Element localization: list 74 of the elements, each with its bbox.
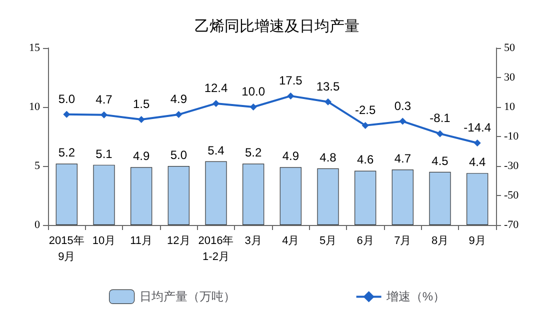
y2-tick-label: 10 — [504, 101, 516, 113]
point — [399, 118, 406, 125]
bar — [466, 173, 488, 225]
point — [212, 100, 220, 107]
data-label: 17.5 — [278, 73, 303, 88]
point — [138, 116, 145, 124]
data-label: 4.7 — [96, 92, 113, 106]
bar — [280, 167, 302, 225]
point — [287, 92, 294, 100]
y2-tick-label: -10 — [504, 130, 520, 142]
x-tick-label: 8月 — [431, 235, 449, 247]
point — [100, 111, 108, 118]
chart-title: 乙烯同比增速及日均产量 — [194, 18, 360, 35]
data-label: -14.4 — [464, 120, 492, 134]
data-label: 4.5 — [432, 154, 449, 168]
legend-label: 增速（%） — [385, 290, 445, 304]
y-tick-label: 0 — [34, 219, 40, 231]
bar — [205, 161, 227, 225]
x-tick-label: 11月 — [130, 235, 153, 247]
data-label: 5.0 — [170, 148, 188, 162]
data-label: 5.2 — [58, 146, 76, 160]
point — [474, 139, 481, 146]
data-label: 4.9 — [282, 149, 300, 164]
x-tick-label: 6月 — [356, 235, 374, 247]
point — [362, 122, 369, 129]
y-tick-label: 5 — [34, 160, 40, 172]
point — [175, 111, 182, 118]
x-tick-label: 10月 — [92, 235, 116, 247]
x-tick-label: 7月 — [394, 235, 412, 247]
data-label: 1.5 — [132, 97, 150, 112]
bar — [93, 164, 115, 225]
point — [436, 130, 444, 138]
bar — [392, 170, 414, 225]
data-label: 4.9 — [170, 92, 188, 106]
x-tick-label: 4月 — [282, 235, 300, 247]
bar — [354, 170, 376, 225]
y2-tick-label: -70 — [504, 219, 520, 231]
data-label: 5.4 — [208, 143, 225, 158]
data-label: -8.1 — [430, 111, 451, 126]
data-label: 4.7 — [394, 152, 412, 166]
y-tick-label: 15 — [29, 42, 40, 54]
point — [63, 110, 70, 118]
bar — [429, 172, 451, 225]
x-tick-label: 3月 — [244, 235, 262, 247]
data-label: 5.0 — [58, 92, 76, 106]
data-label: -2.5 — [354, 102, 376, 117]
y-tick-label: 10 — [29, 101, 40, 113]
bar — [317, 168, 339, 225]
data-label: 12.4 — [204, 80, 228, 95]
x-tick-label: 12月 — [167, 235, 190, 247]
point — [324, 98, 332, 106]
data-label: 13.5 — [316, 79, 340, 94]
data-label: 4.4 — [468, 155, 486, 170]
data-label: 10.0 — [242, 84, 266, 98]
data-label: 5.2 — [244, 146, 262, 160]
x-tick-label: 9月 — [468, 235, 486, 247]
y2-tick-label: -30 — [504, 160, 520, 172]
legend-label: 日均产量（万吨） — [139, 290, 236, 304]
point — [250, 104, 257, 110]
bar — [56, 164, 78, 225]
data-label: 4.8 — [320, 150, 337, 164]
x-tick-label: 2015年 9月 — [48, 235, 84, 263]
data-label: 5.1 — [96, 146, 113, 161]
bar — [242, 164, 264, 225]
y2-tick-label: 50 — [504, 42, 516, 54]
data-label: 0.3 — [394, 98, 412, 113]
x-tick-label: 2016年 1-2月 — [198, 235, 234, 263]
y2-tick-label: 30 — [504, 72, 516, 84]
y2-tick-label: -50 — [504, 190, 520, 202]
data-label: 4.9 — [132, 149, 150, 164]
data-label: 4.6 — [356, 152, 374, 167]
bar — [130, 167, 152, 225]
bar — [168, 166, 190, 225]
x-tick-label: 5月 — [319, 235, 337, 247]
